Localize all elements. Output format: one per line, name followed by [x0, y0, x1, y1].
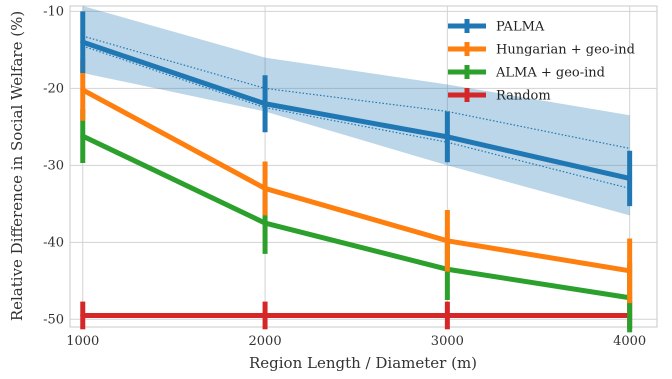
- data-point: [80, 39, 86, 45]
- y-tick-label: -40: [43, 235, 64, 250]
- legend-label: PALMA: [496, 20, 545, 35]
- x-axis-label: Region Length / Diameter (m): [249, 354, 477, 372]
- palma-band-area: [82, 6, 630, 216]
- series-palma: [80, 11, 633, 207]
- y-tick-label: -20: [43, 81, 64, 96]
- data-point: [80, 312, 86, 318]
- series-line: [81, 133, 631, 301]
- data-point: [444, 134, 450, 140]
- legend-label: ALMA + geo-ind: [495, 66, 605, 81]
- x-tick-label: 1000: [66, 334, 99, 349]
- plot-area-frame: [69, 5, 658, 328]
- y-tick-label: -50: [43, 312, 64, 327]
- y-tick-label: -10: [43, 4, 64, 19]
- legend: PALMA Hungarian + geo-ind ALMA + geo-ind Ra…: [448, 19, 635, 104]
- y-axis-label: Relative Difference in Social Welfare (%…: [8, 11, 26, 321]
- x-tick-label: 3000: [431, 334, 464, 349]
- series-layer: [80, 11, 633, 333]
- palma-dotted-line: [82, 35, 630, 149]
- data-point: [80, 87, 86, 93]
- x-tick-label: 4000: [613, 334, 646, 349]
- data-point: [444, 312, 450, 318]
- data-point: [444, 238, 450, 244]
- data-point: [80, 133, 86, 139]
- data-point: [262, 101, 268, 107]
- legend-label: Random: [496, 89, 551, 104]
- x-tick-label: 2000: [249, 334, 282, 349]
- series-line: [81, 87, 631, 274]
- y-tick-label: -30: [43, 158, 64, 173]
- data-point: [262, 312, 268, 318]
- axis-ticks: -50 -40 -30 -20 -10 1000 2000 3000 4000: [43, 4, 646, 349]
- series-line: [81, 39, 631, 181]
- palma-confidence-band: [82, 6, 630, 216]
- data-point: [262, 220, 268, 226]
- legend-label: Hungarian + geo-ind: [496, 43, 635, 58]
- data-point: [262, 185, 268, 191]
- data-point: [627, 175, 633, 181]
- data-point: [627, 268, 633, 274]
